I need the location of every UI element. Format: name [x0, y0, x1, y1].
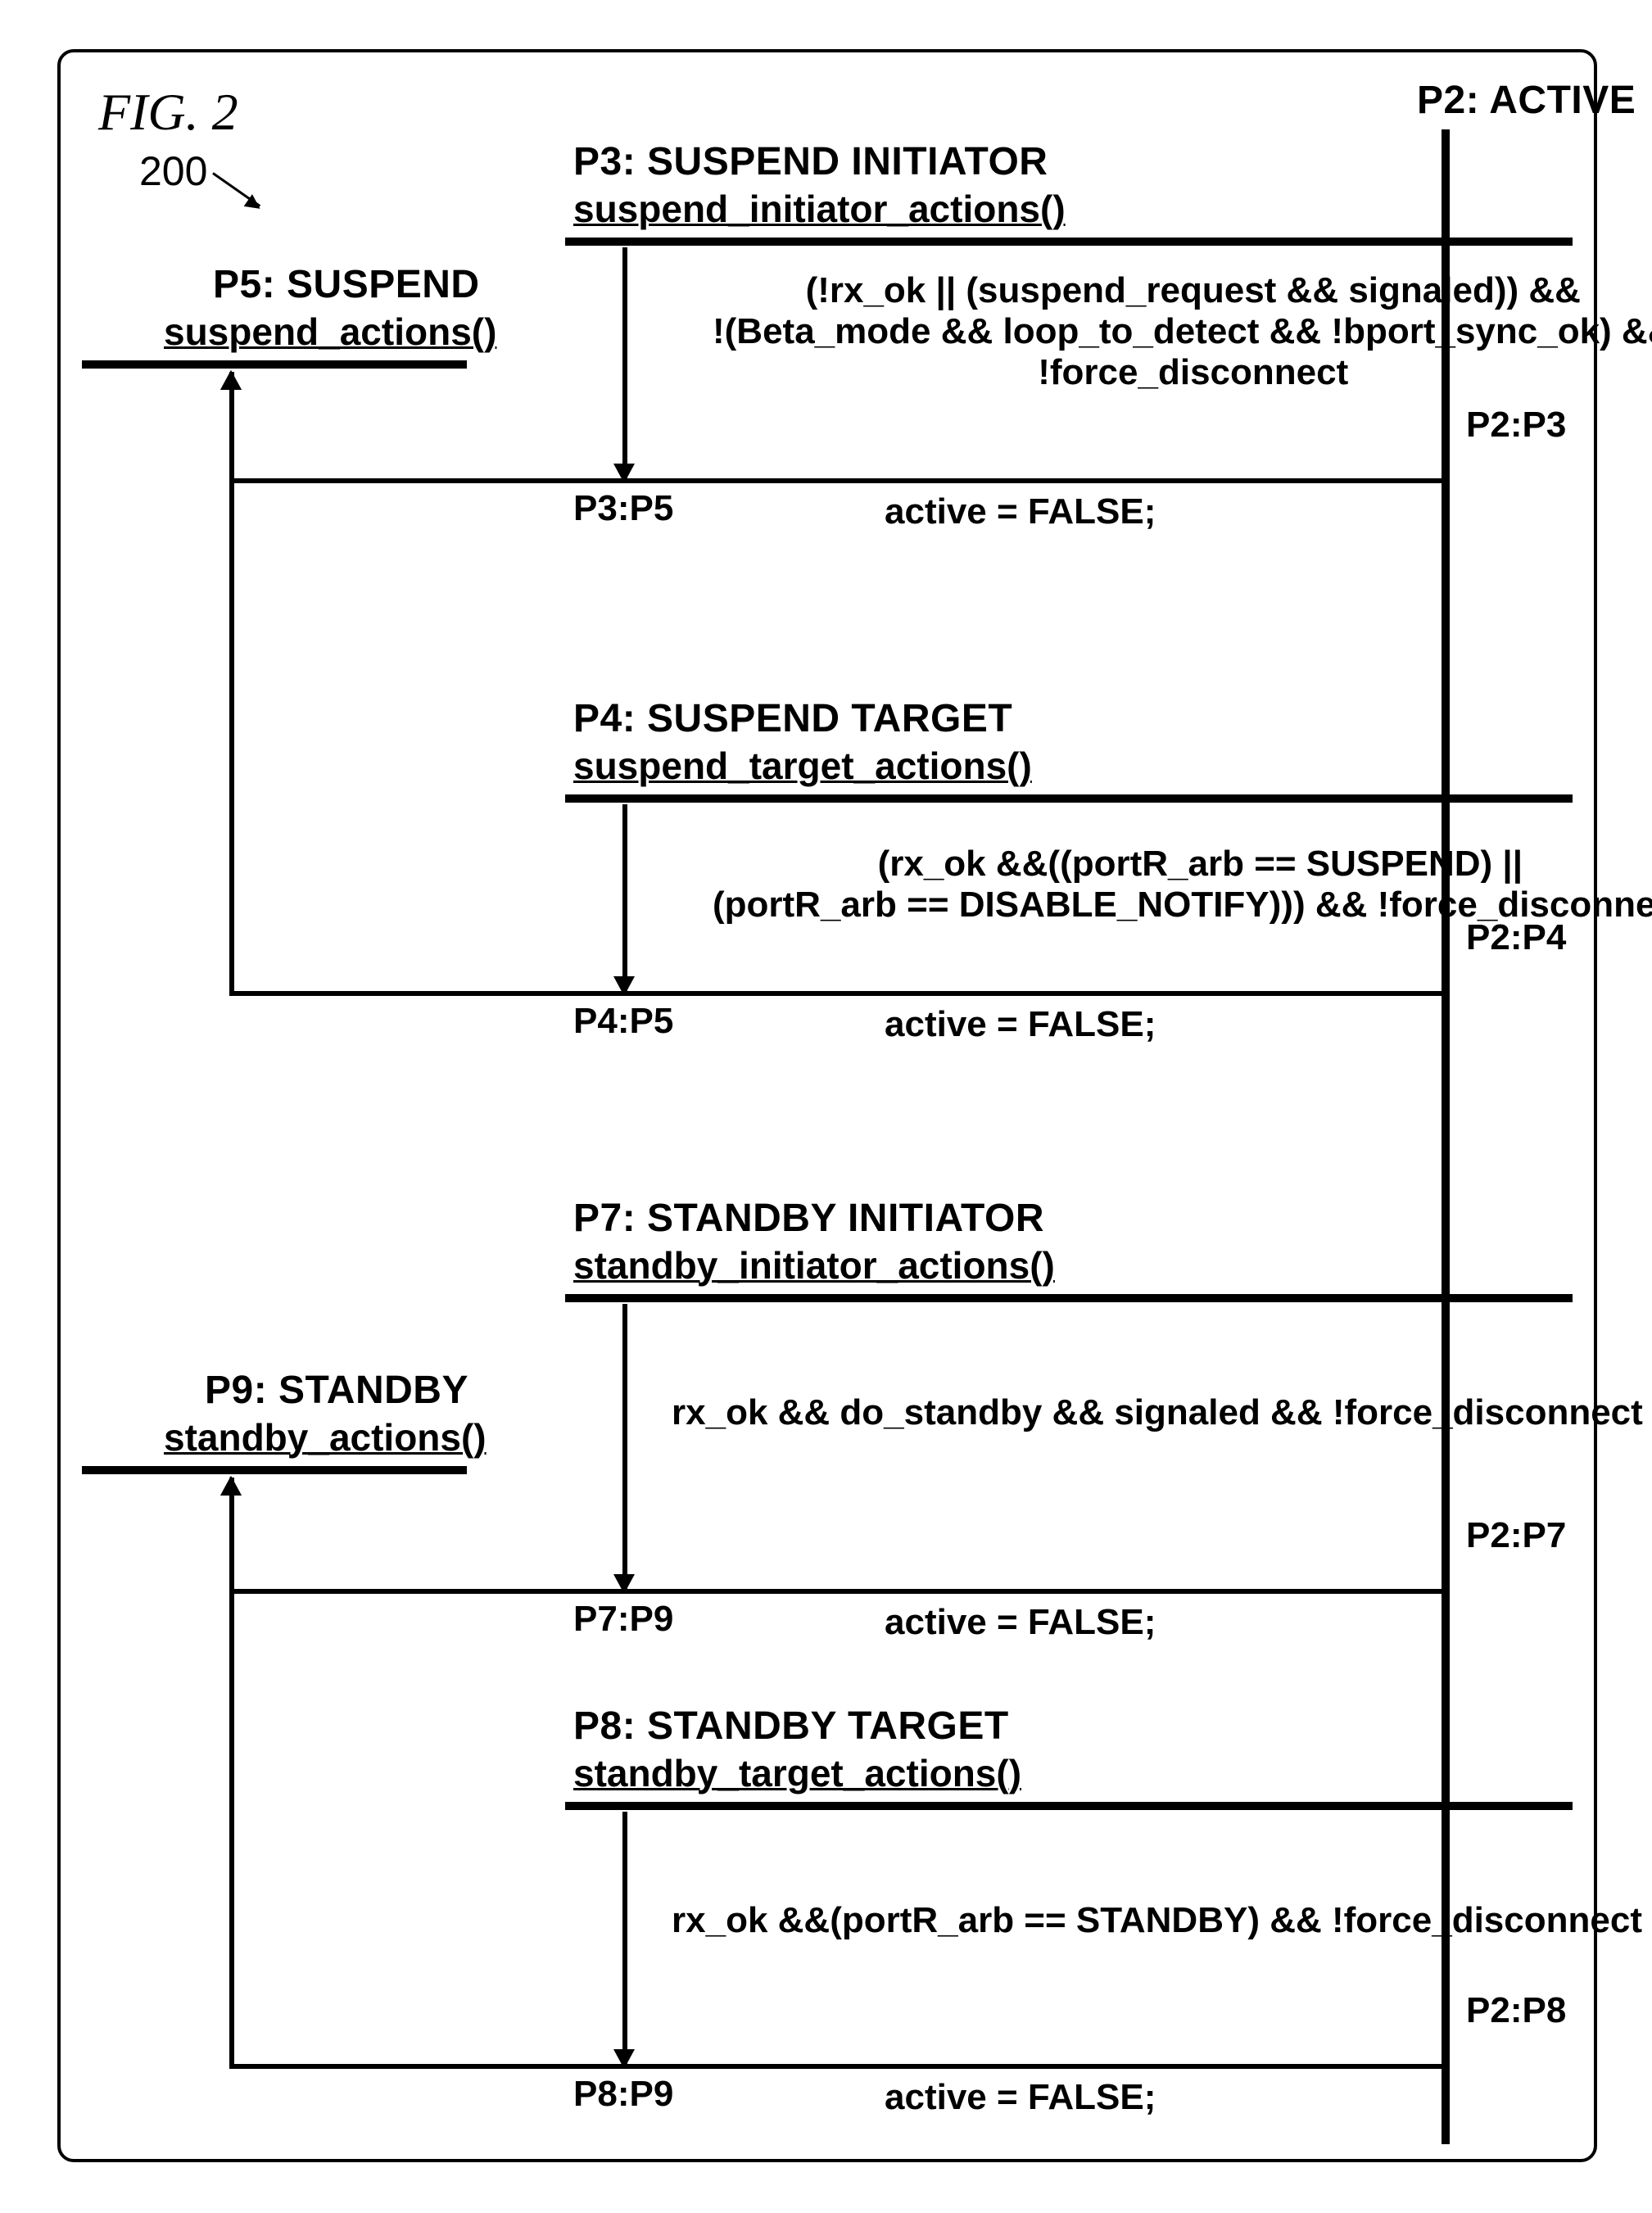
- transition-vto-P2P4: [229, 372, 234, 994]
- figure-label: FIG. 2: [98, 82, 238, 143]
- transition-vmid-P2P8: [622, 1812, 627, 2067]
- transition-vmid-P2P4: [622, 804, 627, 994]
- state-bar-P8: [565, 1802, 1573, 1810]
- transition-condition-P2P7: rx_ok && do_standby && signaled && !forc…: [672, 1392, 1643, 1433]
- transition-to-label-P2P4: P4:P5: [573, 1001, 673, 1042]
- state-sub-P3: suspend_initiator_actions(): [573, 187, 1066, 231]
- state-title-P3: P3: SUSPEND INITIATOR: [573, 139, 1048, 184]
- transition-vmid-P2P7: [622, 1304, 627, 1592]
- transition-action-P2P7: active = FALSE;: [885, 1602, 1156, 1643]
- transition-vfrom-P2P8: [1442, 2012, 1446, 2069]
- state-title-P4: P4: SUSPEND TARGET: [573, 696, 1012, 741]
- state-title-P5: P5: SUSPEND: [213, 262, 480, 307]
- transition-condition-P2P4: (rx_ok &&((portR_arb == SUSPEND) || (por…: [713, 844, 1652, 925]
- transition-vmid-P2P3: [622, 247, 627, 482]
- transition-from-label-P2P7: P2:P7: [1466, 1515, 1566, 1556]
- transition-hline-P2P7: [229, 1589, 1445, 1594]
- transition-condition-P2P3: (!rx_ok || (suspend_request && signaled)…: [713, 270, 1652, 393]
- state-title-P2: P2: ACTIVE: [1417, 78, 1636, 123]
- state-bar-P9: [82, 1466, 467, 1474]
- transition-hline-P2P4: [229, 991, 1445, 996]
- state-bar-P7: [565, 1294, 1573, 1302]
- transition-vto-P2P8: [229, 1478, 234, 2067]
- transition-vfrom-P2P3: [1442, 426, 1446, 483]
- state-bar-P4: [565, 794, 1573, 803]
- transition-hline-P2P3: [229, 478, 1445, 483]
- transition-vfrom-P2P7: [1442, 1536, 1446, 1594]
- transition-from-label-P2P8: P2:P8: [1466, 1990, 1566, 2031]
- state-sub-P5: suspend_actions(): [164, 310, 496, 354]
- state-sub-P4: suspend_target_actions(): [573, 744, 1032, 788]
- state-sub-P7: standby_initiator_actions(): [573, 1243, 1055, 1288]
- transition-action-P2P8: active = FALSE;: [885, 2077, 1156, 2118]
- transition-arrowhead-P2P8: [220, 1476, 242, 1496]
- transition-condition-P2P8: rx_ok &&(portR_arb == STANDBY) && !force…: [672, 1900, 1642, 1941]
- transition-to-label-P2P3: P3:P5: [573, 488, 673, 529]
- transition-to-label-P2P8: P8:P9: [573, 2074, 673, 2115]
- state-bar-P5: [82, 360, 467, 369]
- state-bar-P3: [565, 238, 1573, 246]
- transition-arrowhead-P2P4: [220, 370, 242, 390]
- transition-action-P2P3: active = FALSE;: [885, 491, 1156, 532]
- transition-hline-P2P8: [229, 2064, 1445, 2069]
- state-title-P9: P9: STANDBY: [205, 1368, 468, 1413]
- transition-to-label-P2P7: P7:P9: [573, 1599, 673, 1640]
- transition-vfrom-P2P4: [1442, 939, 1446, 996]
- state-title-P7: P7: STANDBY INITIATOR: [573, 1196, 1044, 1241]
- state-sub-P8: standby_target_actions(): [573, 1751, 1021, 1795]
- transition-from-label-P2P3: P2:P3: [1466, 405, 1566, 446]
- figure-ref-number: 200: [139, 147, 207, 195]
- state-title-P8: P8: STANDBY TARGET: [573, 1704, 1009, 1749]
- state-sub-P9: standby_actions(): [164, 1415, 487, 1459]
- transition-action-P2P4: active = FALSE;: [885, 1004, 1156, 1045]
